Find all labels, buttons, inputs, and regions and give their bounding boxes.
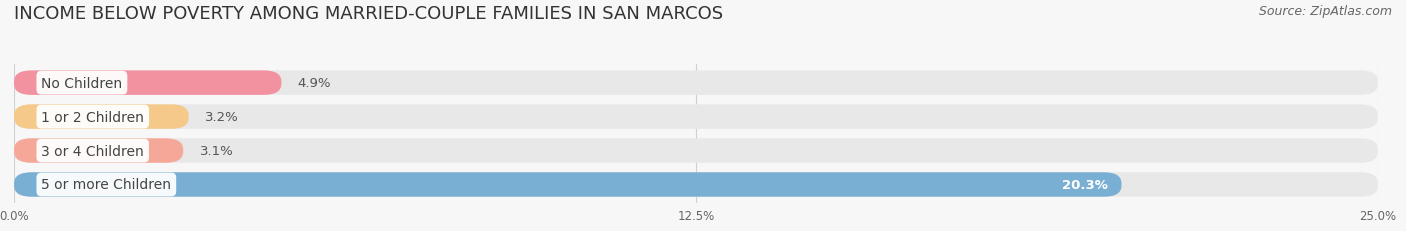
FancyBboxPatch shape [14, 105, 188, 129]
Text: INCOME BELOW POVERTY AMONG MARRIED-COUPLE FAMILIES IN SAN MARCOS: INCOME BELOW POVERTY AMONG MARRIED-COUPL… [14, 5, 723, 23]
Text: 20.3%: 20.3% [1062, 178, 1108, 191]
FancyBboxPatch shape [14, 173, 1378, 197]
FancyBboxPatch shape [14, 139, 183, 163]
Text: 3.2%: 3.2% [205, 111, 239, 124]
FancyBboxPatch shape [14, 105, 1378, 129]
Text: 3 or 4 Children: 3 or 4 Children [41, 144, 143, 158]
FancyBboxPatch shape [14, 173, 1122, 197]
FancyBboxPatch shape [14, 71, 1378, 95]
FancyBboxPatch shape [14, 139, 1378, 163]
Text: 4.9%: 4.9% [298, 77, 332, 90]
Text: 5 or more Children: 5 or more Children [41, 178, 172, 192]
Text: 3.1%: 3.1% [200, 144, 233, 157]
Text: No Children: No Children [41, 76, 122, 90]
Text: Source: ZipAtlas.com: Source: ZipAtlas.com [1258, 5, 1392, 18]
Text: 1 or 2 Children: 1 or 2 Children [41, 110, 145, 124]
FancyBboxPatch shape [14, 71, 281, 95]
